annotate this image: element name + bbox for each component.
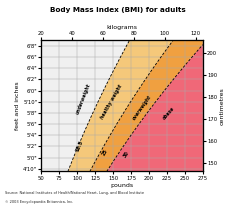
Text: © 2003 Encyclopaedia Britannica, Inc.: © 2003 Encyclopaedia Britannica, Inc. xyxy=(5,200,73,204)
X-axis label: kilograms: kilograms xyxy=(107,24,138,30)
Text: overweight: overweight xyxy=(131,94,152,121)
Y-axis label: centimetres: centimetres xyxy=(220,87,225,125)
Polygon shape xyxy=(41,40,129,171)
Text: Source: National Institutes of Health/National Heart, Lung, and Blood Institute: Source: National Institutes of Health/Na… xyxy=(5,191,144,195)
Text: 30: 30 xyxy=(122,151,130,159)
Polygon shape xyxy=(68,40,173,171)
Text: Body Mass Index (BMI) for adults: Body Mass Index (BMI) for adults xyxy=(50,7,186,13)
Text: obese: obese xyxy=(162,105,176,120)
Y-axis label: feet and inches: feet and inches xyxy=(15,82,20,130)
X-axis label: pounds: pounds xyxy=(111,183,134,188)
Text: healthy weight: healthy weight xyxy=(100,83,123,120)
Text: underweight: underweight xyxy=(75,83,91,115)
Polygon shape xyxy=(107,40,203,171)
Polygon shape xyxy=(90,40,203,171)
Text: 25: 25 xyxy=(101,148,108,156)
Text: 18.5: 18.5 xyxy=(75,140,84,153)
